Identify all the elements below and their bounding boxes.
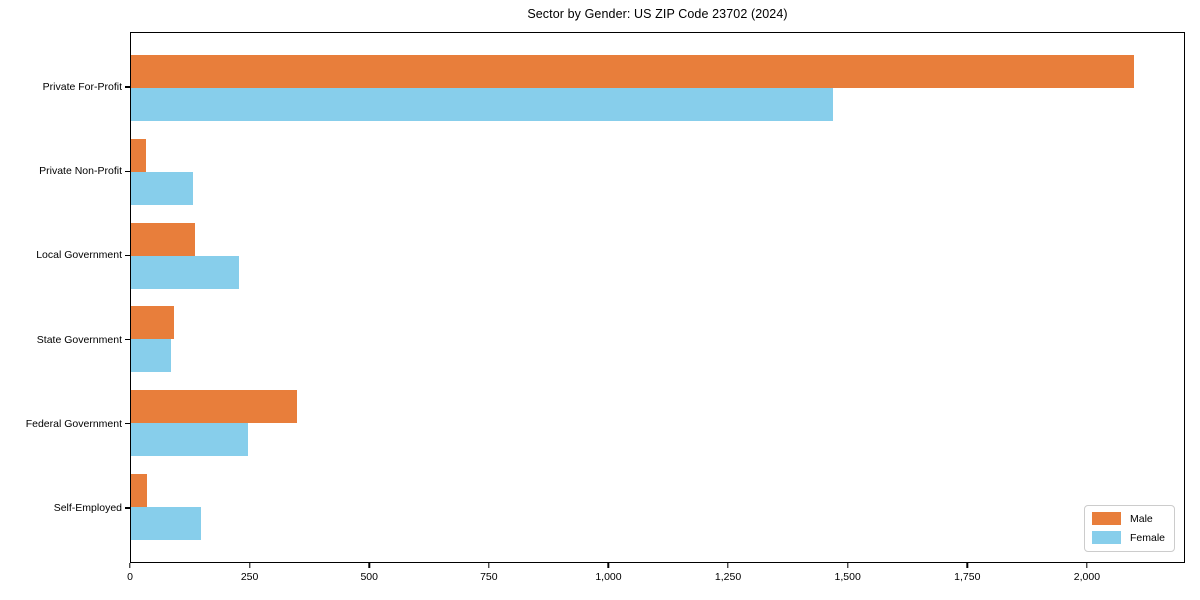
bar-male-3 <box>131 306 174 340</box>
y-tick-mark-5 <box>124 507 131 509</box>
y-axis: Private For-Profit Private Non-Profit Loca… <box>0 32 131 563</box>
plot-area: Male Female <box>130 32 1185 563</box>
x-tick-label-7: 1,750 <box>954 571 981 583</box>
x-tick-label-2: 500 <box>360 571 378 583</box>
legend-item-female: Female <box>1091 531 1165 544</box>
y-tick-mark-1 <box>124 170 131 172</box>
x-tick-mark-7 <box>966 563 968 568</box>
x-tick-mark-0 <box>129 563 131 568</box>
bar-male-4 <box>131 390 298 424</box>
legend-label-female: Female <box>1129 531 1165 544</box>
x-tick-label-4: 1,000 <box>595 571 622 583</box>
bar-female-5 <box>131 506 201 540</box>
bar-group-0 <box>131 55 1184 121</box>
legend-swatch-male <box>1091 512 1121 525</box>
y-tick-mark-3 <box>124 338 131 341</box>
x-tick-label-0: 0 <box>127 571 133 583</box>
bar-female-0 <box>131 88 833 121</box>
bar-female-1 <box>131 171 194 205</box>
bar-group-3 <box>131 306 1184 373</box>
x-tick-mark-6 <box>846 563 849 568</box>
legend: Male Female <box>1083 505 1175 552</box>
x-tick-mark-4 <box>607 563 610 568</box>
x-tick-label-3: 750 <box>480 571 498 583</box>
x-axis: 0 250 500 750 1,000 1,250 1,500 1,750 2,000 <box>127 563 1185 595</box>
bar-male-2 <box>131 222 195 256</box>
bar-female-3 <box>131 339 171 373</box>
y-tick-mark-0 <box>124 86 131 88</box>
x-tick-mark-2 <box>368 563 370 568</box>
y-tick-label-2: Local Government <box>0 222 131 288</box>
y-tick-label-0: Private For-Profit <box>0 54 131 120</box>
bar-group-1 <box>131 138 1184 205</box>
x-tick-mark-1 <box>248 563 251 568</box>
bar-male-1 <box>131 138 147 172</box>
bar-female-4 <box>131 423 249 457</box>
bar-rows <box>131 33 1184 562</box>
y-tick-mark-2 <box>124 254 131 257</box>
x-tick-label-1: 250 <box>240 571 259 583</box>
legend-item-male: Male <box>1091 512 1165 525</box>
bar-female-2 <box>131 255 240 289</box>
y-tick-label-1: Private Non-Profit <box>0 138 131 204</box>
x-tick-label-8: 2,000 <box>1073 571 1101 583</box>
y-tick-label-5: Self-Employed <box>0 475 131 541</box>
bar-group-2 <box>131 222 1184 289</box>
x-tick-mark-8 <box>1086 563 1088 568</box>
bar-male-0 <box>131 55 1134 88</box>
y-tick-label-3: State Government <box>0 307 131 373</box>
x-tick-label-6: 1,500 <box>834 571 861 583</box>
bar-male-5 <box>131 473 147 507</box>
bar-group-5 <box>131 473 1184 540</box>
y-tick-label-4: Federal Government <box>0 391 131 457</box>
legend-label-male: Male <box>1129 512 1153 525</box>
bar-group-4 <box>131 390 1184 457</box>
x-tick-label-5: 1,250 <box>714 571 742 583</box>
x-tick-mark-5 <box>727 563 729 568</box>
x-tick-mark-3 <box>488 563 490 568</box>
legend-swatch-female <box>1091 531 1121 544</box>
chart-title: Sector by Gender: US ZIP Code 23702 (202… <box>527 7 788 21</box>
y-tick-mark-4 <box>124 423 131 425</box>
